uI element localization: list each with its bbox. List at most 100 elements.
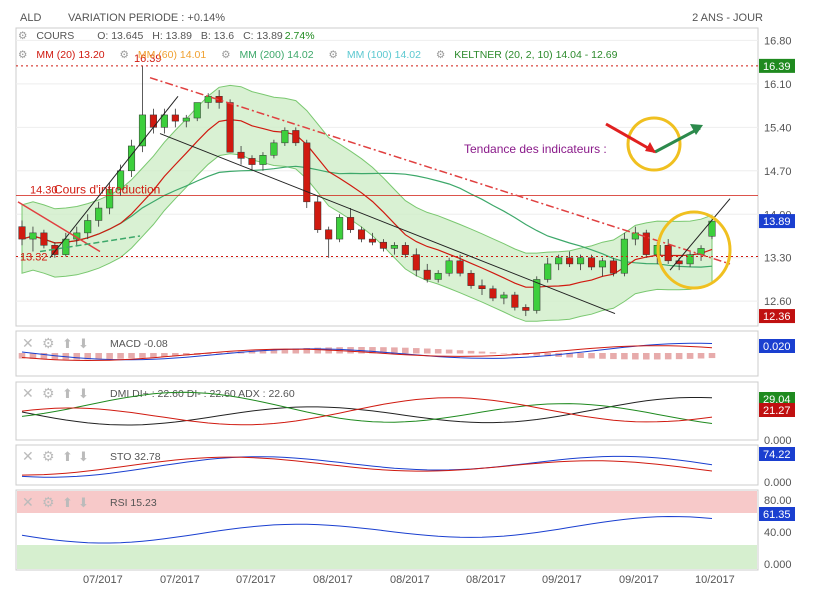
macd-histogram-bar [413,348,420,354]
candle-body [193,102,201,119]
candle-body [40,232,48,246]
close-icon: ✕ [22,494,34,510]
min-price-tag: 12.36 [763,311,791,323]
ticker-symbol: ALD [20,12,42,24]
candle-body [84,220,92,234]
ma-legend: ⚙ MM (20) 13.20 ⚙ MM (60) 14.01 ⚙ MM (20… [18,49,623,65]
macd-histogram-bar [139,353,146,358]
candle-body [664,245,672,262]
support-trendline [39,235,141,253]
close-icon: ✕ [22,385,34,401]
candle-body [390,245,398,249]
arrow-down-icon: ⬇ [78,386,89,401]
macd-histogram-bar [40,353,48,360]
macd-histogram-bar [303,348,311,354]
gear-icon[interactable]: ⚙ [221,49,231,61]
max-label: 16.39 [134,53,162,65]
macd-histogram-bar [259,350,267,354]
indicator-label: DMI DI+ : 22.60 DI- : 22.60 ADX : 22.60 [110,388,295,400]
gear-icon: ⚙ [42,494,55,510]
macd-histogram-bar [281,348,289,354]
di-minus-line [21,397,713,426]
macd-histogram-bar [577,353,584,358]
candle-body [566,257,574,265]
x-tick-label: 08/2017 [313,574,353,586]
macd-histogram-bar [84,353,91,360]
recent-uptrend [669,198,731,271]
macd-histogram-bar [621,353,628,360]
price-ytick-label: 14.70 [764,166,792,178]
x-tick-label: 07/2017 [160,574,200,586]
rsi-ytick: 0.000 [764,559,792,571]
candle-body [489,288,497,299]
dmi-ytick: 0.000 [764,435,792,447]
mm20-legend[interactable]: MM (20) 13.20 [36,49,105,61]
candle-body [106,189,114,209]
macd-histogram-bar [423,348,431,354]
macd-histogram-bar [697,353,705,359]
macd-histogram-bar [686,353,694,359]
macd-histogram-bar [73,353,81,360]
candle-body [248,158,256,165]
x-tick-label: 09/2017 [619,574,659,586]
max-price-tag-bg [759,58,795,73]
gear-icon[interactable]: ⚙ [435,49,446,61]
macd-histogram-bar [445,349,453,354]
macd-histogram-bar [500,352,508,354]
gear-icon[interactable]: ⚙ [18,49,28,61]
macd-histogram-bar [183,353,190,356]
macd-histogram-bar [402,347,409,354]
macd-histogram-bar [248,350,256,354]
high-value: H: 13.89 [152,30,192,42]
macd-histogram-bar [478,351,486,354]
macd-histogram-bar [456,350,464,354]
dmi-tag-a-bg [759,392,795,406]
change-value: 2.74% [284,30,315,42]
macd-histogram-bar [533,353,541,356]
macd-histogram-bar [62,353,70,360]
open-value: O: 13.645 [97,30,144,42]
mm100-legend[interactable]: MM (100) 14.02 [346,49,421,61]
gear-icon[interactable]: ⚙ [18,30,28,42]
down-trendline [159,133,616,315]
candle-body [29,232,37,240]
ohlc-legend: ⚙ COURS O: 13.645 H: 13.89 B: 13.6 C: 13… [18,30,321,46]
candle-body [149,114,157,128]
candle-body [336,217,344,240]
macd-histogram-bar [566,353,573,358]
rsi-oversold-zone [17,545,757,569]
x-tick-label: 10/2017 [695,574,735,586]
candle-body [544,263,552,280]
keltner-legend[interactable]: KELTNER (20, 2, 10) 14.04 - 12.69 [454,49,618,61]
dmi-panel [15,381,759,441]
up-trendline [49,95,179,259]
gear-icon[interactable]: ⚙ [119,49,129,61]
candle-body [434,272,442,280]
macd-histogram-bar [369,347,376,354]
gear-icon[interactable]: ⚙ [328,49,338,61]
macd-histogram-bar [675,353,683,360]
period-selector[interactable]: 2 ANS - JOUR [692,12,763,24]
candle-body [237,151,245,159]
up-arrowhead-icon [690,124,703,135]
indicator-label: RSI 15.23 [110,497,157,509]
macd-histogram-bar [95,353,102,360]
candle-body [675,260,683,265]
candle-body [522,307,530,311]
last-price-tag-bg [759,214,795,229]
macd-last-tag: 0.020 [763,341,791,353]
candle-body [281,130,289,144]
mm60-legend[interactable]: MM (60) 14.01 [137,49,207,61]
arrow-down-icon: ⬇ [78,336,89,351]
mm200-legend[interactable]: MM (200) 14.02 [239,49,314,61]
candle-body [598,260,607,268]
macd-histogram-bar [489,352,497,354]
dmi-tag-b-bg [759,403,795,417]
macd-histogram-bar [632,353,639,360]
candle-body [379,241,387,249]
candle-body [609,260,617,274]
trend-label: Tendance des indicateurs : [464,142,607,156]
macd-histogram-bar [380,347,387,354]
close-icon: ✕ [22,335,34,351]
